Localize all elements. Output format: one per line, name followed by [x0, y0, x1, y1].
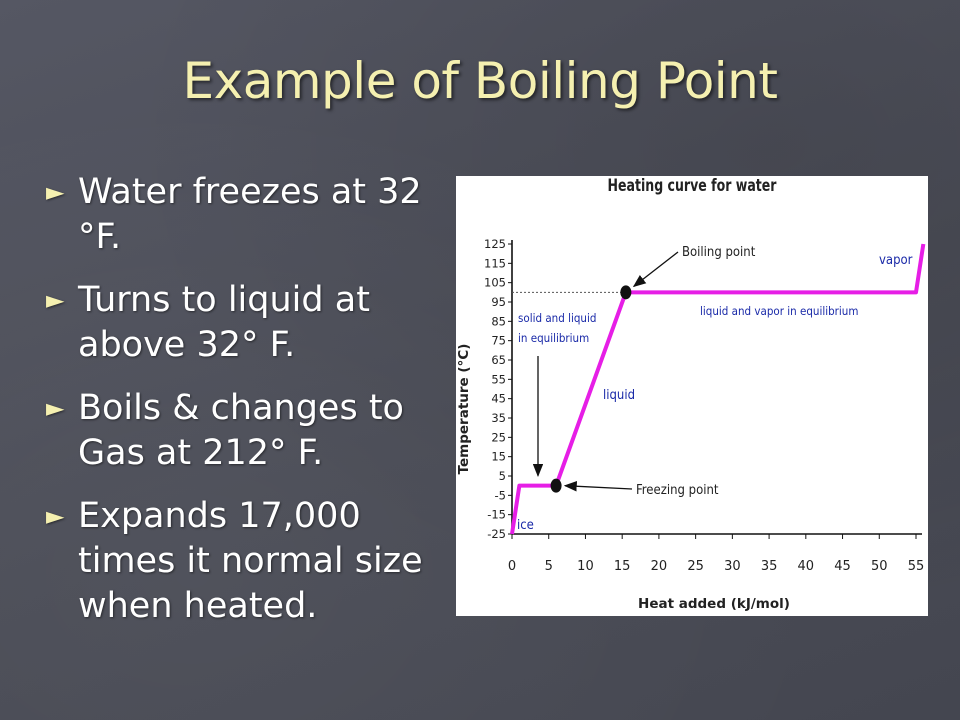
freezing-point-arrow — [563, 481, 633, 492]
bullet-arrow-icon: ► — [46, 178, 65, 206]
ice-label: ice — [517, 518, 534, 533]
x-tick-label: 30 — [724, 559, 741, 574]
freezing-point-label: Freezing point — [636, 483, 719, 498]
bullet-arrow-icon: ► — [46, 394, 65, 422]
y-tick-label: -15 — [487, 508, 506, 522]
bullet-item: ► Water freezes at 32 °F. — [44, 170, 454, 260]
chart-title: Heating curve for water — [607, 176, 777, 196]
y-tick-label: 115 — [484, 256, 506, 270]
bullet-item: ► Expands 17,000 times it normal size wh… — [44, 494, 454, 629]
heating-curve-line — [510, 243, 926, 535]
y-tick-label: 35 — [491, 411, 506, 425]
vapor-label: vapor — [879, 253, 913, 268]
y-tick-label: 75 — [491, 334, 506, 348]
y-tick-label: 45 — [491, 392, 506, 406]
y-tick-label: 105 — [484, 276, 506, 290]
y-tick-label: 55 — [491, 372, 506, 386]
bullet-text: Turns to liquid at above 32° F. — [78, 280, 370, 365]
boiling-point-arrow — [632, 251, 679, 288]
x-tick-label: 0 — [508, 559, 516, 574]
bullet-item: ► Boils & changes to Gas at 212° F. — [44, 386, 454, 476]
x-tick-label: 15 — [614, 559, 631, 574]
y-tick-label: -5 — [495, 488, 506, 502]
x-tick-label: 20 — [651, 559, 668, 574]
x-tick-label: 35 — [761, 559, 778, 574]
x-tick-label: 25 — [687, 559, 704, 574]
x-tick-label: 45 — [834, 559, 851, 574]
liquid-label: liquid — [603, 388, 635, 403]
boiling-point-label: Boiling point — [682, 245, 756, 260]
y-tick-label: 25 — [491, 430, 506, 444]
bullet-text: Expands 17,000 times it normal size when… — [78, 496, 423, 626]
x-axis-label: Heat added (kJ/mol) — [638, 596, 790, 612]
heating-curve-chart: Heating curve for water 125 115 105 95 85 75 6… — [456, 176, 928, 616]
bullet-text: Boils & changes to Gas at 212° F. — [78, 388, 404, 473]
y-axis-label: Temperature (°C) — [456, 344, 472, 475]
y-tick-label: 65 — [491, 353, 506, 367]
y-tick-label: 125 — [484, 237, 506, 251]
x-tick-label: 5 — [545, 559, 553, 574]
phase-point-marker — [620, 285, 632, 300]
bullet-list: ► Water freezes at 32 °F. ► Turns to liq… — [44, 170, 454, 647]
bullet-arrow-icon: ► — [46, 502, 65, 530]
y-tick-label: -25 — [487, 527, 506, 541]
phase-point-marker — [550, 478, 562, 493]
y-tick-label: 5 — [499, 469, 506, 483]
bullet-arrow-icon: ► — [46, 286, 65, 314]
liquid-vapor-label: liquid and vapor in equilibrium — [700, 304, 858, 318]
y-tick-label: 95 — [491, 295, 506, 309]
x-tick-label: 55 — [908, 559, 925, 574]
x-tick-label: 40 — [798, 559, 815, 574]
x-tick-label: 10 — [577, 559, 594, 574]
solid-liquid-label: solid and liquid — [518, 311, 596, 325]
x-tick-label: 50 — [871, 559, 888, 574]
solid-liquid-label: in equilibrium — [518, 331, 589, 345]
bullet-item: ► Turns to liquid at above 32° F. — [44, 278, 454, 368]
bullet-text: Water freezes at 32 °F. — [78, 172, 422, 257]
y-tick-label: 15 — [491, 450, 506, 464]
y-tick-label: 85 — [491, 314, 506, 328]
slide-title: Example of Boiling Point — [182, 52, 778, 110]
chart-canvas: 125 115 105 95 85 75 65 55 45 35 25 15 5 -5 -15 -25 0 5 10… — [456, 237, 926, 612]
